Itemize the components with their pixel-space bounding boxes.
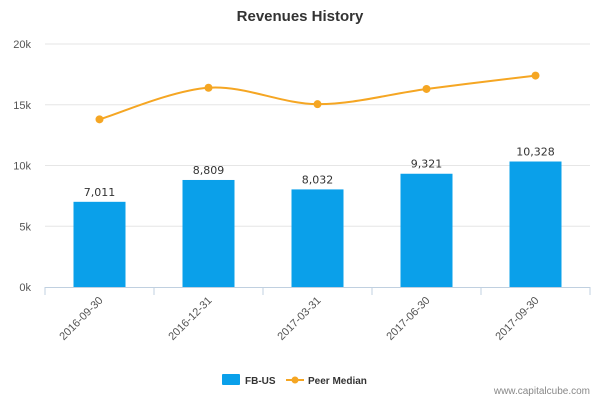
legend-item-fb-us[interactable]: FB-US — [222, 374, 276, 387]
bar-value-label: 7,011 — [84, 186, 116, 199]
credit-text[interactable]: www.capitalcube.com — [493, 386, 590, 397]
bar-value-label: 8,809 — [193, 164, 225, 177]
peer-median-point — [313, 100, 322, 109]
legend-label-fb-us: FB-US — [245, 376, 276, 387]
bar-fb-us — [73, 201, 126, 287]
y-tick-label: 20k — [13, 39, 31, 51]
y-tick-label: 10k — [13, 161, 31, 173]
peer-median-point — [531, 71, 540, 80]
legend: FB-US Peer Median — [222, 374, 367, 387]
x-axis-ticks: 2016-09-30 2016-12-31 2017-03-31 2017-06-30… — [57, 295, 541, 343]
y-tick-label: 15k — [13, 100, 31, 112]
bar-fb-us — [400, 173, 453, 287]
bar-fb-us — [182, 179, 235, 287]
bar-value-label: 9,321 — [411, 158, 443, 171]
x-tick-label: 2017-09-30 — [493, 295, 541, 343]
x-tick-label: 2017-03-31 — [275, 295, 323, 343]
y-tick-label: 0k — [19, 282, 31, 294]
bar-value-label: 10,328 — [516, 146, 555, 159]
bar-fb-us — [509, 161, 562, 287]
peer-median-line — [99, 74, 536, 121]
x-tick-label: 2016-09-30 — [57, 295, 105, 343]
legend-bar-swatch — [222, 374, 240, 385]
bar-value-label: 8,032 — [302, 173, 334, 186]
peer-median-point — [95, 115, 104, 124]
bar-data-labels: 7,011 8,809 8,032 9,321 10,328 — [84, 146, 555, 199]
bar-series — [73, 161, 562, 287]
legend-line-marker — [291, 376, 299, 384]
chart-title: Revenues History — [237, 8, 364, 25]
legend-label-peer-median: Peer Median — [308, 376, 367, 387]
line-series — [95, 71, 540, 124]
peer-median-point — [422, 84, 431, 93]
legend-item-peer-median[interactable]: Peer Median — [286, 376, 367, 387]
y-axis-ticks: 0k 5k 10k 15k 20k — [13, 39, 31, 294]
peer-median-point — [204, 83, 213, 92]
x-tick-label: 2016-12-31 — [166, 295, 214, 343]
x-tick-label: 2017-06-30 — [384, 295, 432, 343]
x-axis — [44, 287, 591, 295]
bar-fb-us — [291, 189, 344, 287]
y-tick-label: 5k — [19, 221, 31, 233]
